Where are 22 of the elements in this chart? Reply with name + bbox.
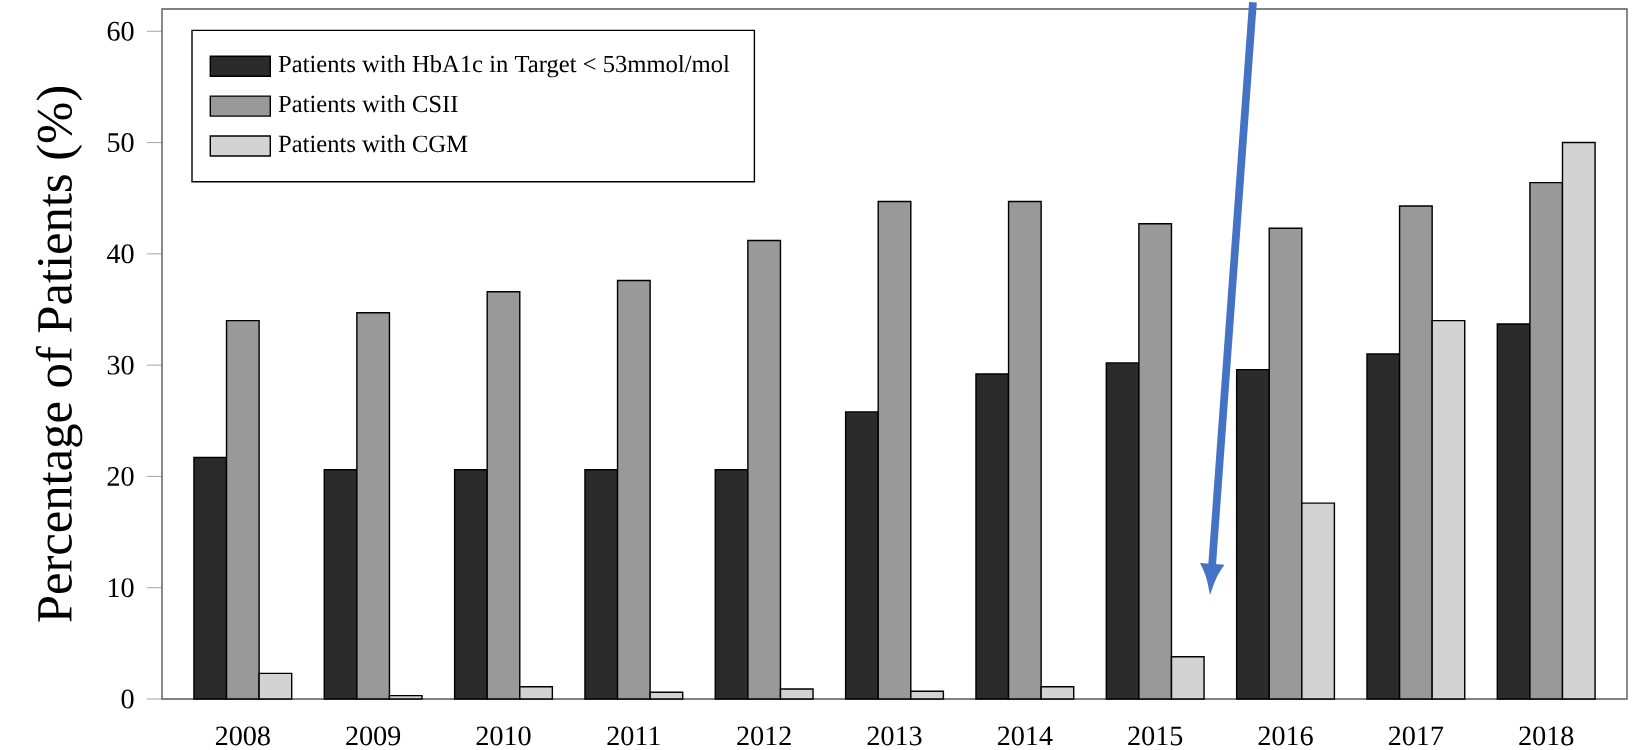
y-tick-label: 0 — [121, 689, 134, 709]
x-tick-label: 2018 — [1519, 726, 1574, 746]
x-tick-label: 2014 — [997, 726, 1053, 746]
y-tick-label: 20 — [107, 466, 134, 486]
y-tick-label: 60 — [107, 21, 134, 41]
x-tick-label: 2011 — [607, 726, 660, 746]
x-tick-label: 2012 — [737, 726, 791, 746]
legend-label: Patients with CGM — [278, 134, 468, 153]
x-tick-label: 2015 — [1128, 726, 1183, 746]
x-tick-label: 2009 — [346, 726, 401, 746]
y-axis-title: Percentage of Patients (%) — [35, 87, 83, 622]
legend-label: Patients with HbA1c in Target < 53mmol/mol — [278, 55, 730, 78]
x-tick-label: 2013 — [867, 726, 922, 746]
legend-label: Patients with CSII — [278, 94, 458, 113]
x-tick-label: 2010 — [476, 726, 531, 746]
x-tick-label: 2016 — [1258, 726, 1313, 746]
y-tick-label: 10 — [108, 578, 134, 598]
y-tick-label: 40 — [107, 244, 134, 264]
x-tick-label: 2008 — [215, 726, 270, 746]
y-tick-label: 30 — [107, 355, 134, 375]
y-tick-label: 50 — [108, 133, 134, 153]
x-tick-label: 2017 — [1388, 726, 1444, 746]
